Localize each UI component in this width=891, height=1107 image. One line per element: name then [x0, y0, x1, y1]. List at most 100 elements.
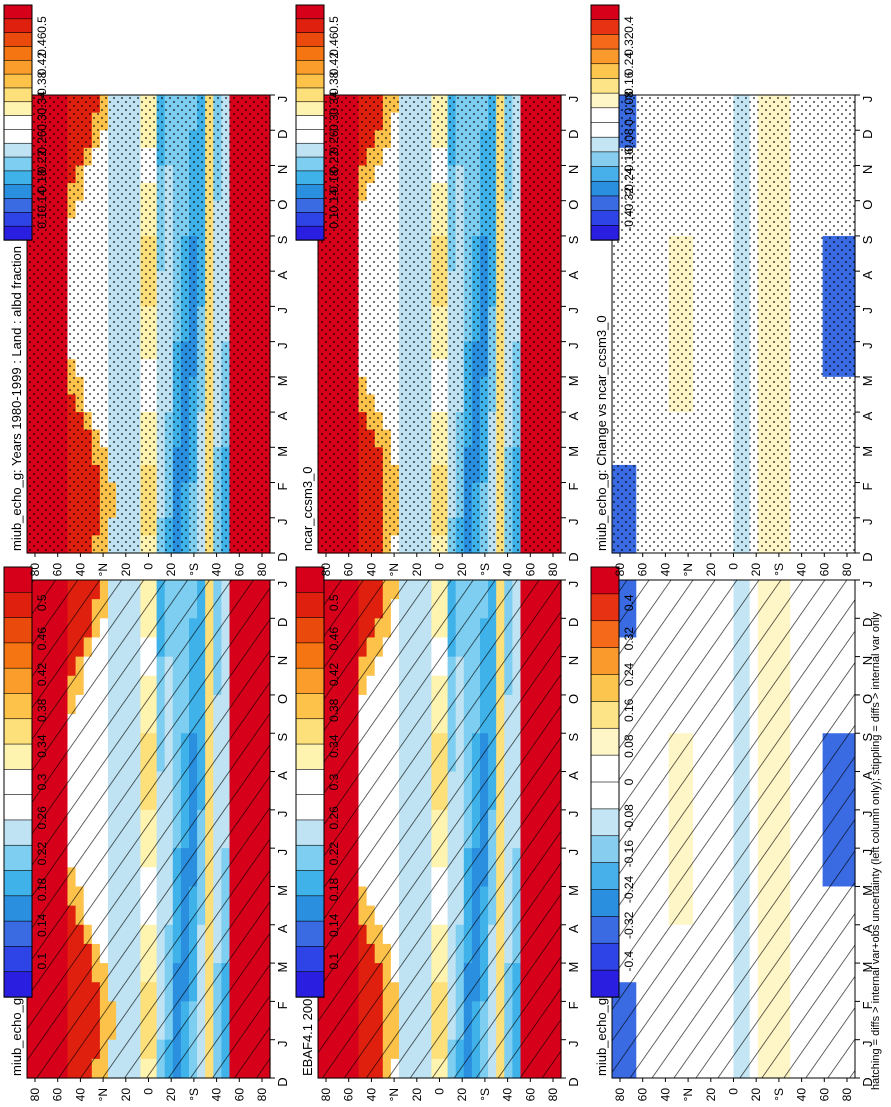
colorbar-swatch: [295, 156, 325, 172]
colorbar-swatch: [590, 593, 620, 622]
lat-tick-label: °N: [96, 1088, 110, 1101]
month-tick-label: J: [860, 811, 875, 818]
month-tick-label: N: [566, 656, 581, 665]
colorbar-swatch: [3, 819, 33, 846]
lat-tick-label: 20: [164, 563, 178, 577]
panel-title: ncar_ccsm3_0: [300, 466, 315, 551]
month-tick-label: S: [860, 733, 875, 742]
month-tick-label: F: [275, 1001, 290, 1009]
colorbar-swatch: [590, 942, 620, 971]
lat-tick-label: 80: [319, 563, 333, 577]
month-tick-label: J: [566, 581, 581, 588]
lat-tick-label: °S: [478, 1088, 492, 1101]
month-tick-label: A: [275, 270, 290, 279]
lat-tick-label: 60: [817, 1088, 831, 1102]
colorbar-swatch: [295, 115, 325, 131]
month-tick-label: D: [275, 130, 290, 139]
month-tick-label: F: [860, 1001, 875, 1009]
colorbar-swatch: [3, 895, 33, 922]
colorbar-frame: [295, 566, 325, 998]
month-tick-label: O: [566, 200, 581, 210]
colorbar-swatch: [295, 642, 325, 669]
month-tick-label: A: [566, 771, 581, 780]
month-tick-label: A: [275, 771, 290, 780]
month-tick-label: D: [275, 618, 290, 627]
month-tick-label: N: [275, 165, 290, 174]
colorbar-label: 0.22: [327, 842, 341, 866]
colorbar-label: -0.4: [622, 951, 636, 972]
month-tick-label: D: [275, 1077, 290, 1086]
lat-tick-label: 40: [73, 563, 87, 577]
month-tick-label: J: [275, 581, 290, 588]
colorbar-swatch: [590, 674, 620, 703]
lat-tick-label: 0: [433, 563, 447, 570]
colorbar-swatch: [295, 46, 325, 61]
month-tick-label: M: [566, 446, 581, 457]
lat-tick-label: 20: [164, 1088, 178, 1102]
month-tick-label: M: [860, 885, 875, 896]
month-tick-label: S: [566, 235, 581, 244]
colorbar-label: 0.3: [35, 114, 49, 131]
month-tick-label: S: [566, 733, 581, 742]
lat-tick-label: 60: [342, 563, 356, 577]
colorbar-frame: [295, 4, 325, 241]
colorbar-swatch: [295, 142, 325, 158]
colorbar-swatch: [295, 946, 325, 973]
colorbar-swatch: [295, 87, 325, 103]
colorbar-swatch: [3, 642, 33, 669]
colorbar-label: 0.22: [35, 842, 49, 866]
lat-tick-label: 60: [342, 1088, 356, 1102]
colorbar-swatch: [3, 46, 33, 61]
colorbar-swatch: [295, 4, 325, 20]
month-tick-label: J: [860, 1040, 875, 1047]
colorbar-label: 0.26: [327, 130, 341, 154]
colorbar: 0.40.320.240.160.080-0.08-0.16-0.24-0.32…: [590, 566, 636, 998]
colorbar-label: 0.22: [35, 150, 49, 174]
lat-tick-label: 20: [749, 1088, 763, 1102]
colorbar-label: 0.1: [35, 212, 49, 229]
lat-tick-label: 0: [433, 1088, 447, 1095]
colorbar-label: 0.1: [35, 953, 49, 970]
month-tick-label: D: [275, 552, 290, 561]
colorbar-swatch: [295, 920, 325, 948]
month-tick-label: N: [275, 656, 290, 665]
lat-tick-label: 40: [501, 563, 515, 577]
month-tick-label: N: [860, 656, 875, 665]
lat-tick-label: 60: [51, 1088, 65, 1102]
colorbar-swatch: [590, 647, 620, 676]
lat-tick-label: °N: [96, 563, 110, 576]
stippling-overlay: [318, 95, 561, 553]
colorbar-label: -0.08: [622, 804, 636, 832]
month-tick-label: O: [566, 694, 581, 704]
month-tick-label: J: [860, 849, 875, 856]
month-tick-label: A: [275, 924, 290, 933]
month-tick-label: M: [566, 885, 581, 896]
lat-tick-label: 0: [727, 1088, 741, 1095]
colorbar-label: 0.5: [35, 16, 49, 33]
month-tick-label: M: [275, 885, 290, 896]
colorbar-label: 0.42: [35, 662, 49, 686]
colorbar-label: 0.14: [327, 189, 341, 213]
lat-tick-label: 40: [501, 1088, 515, 1102]
colorbar-label: 0.32: [622, 627, 636, 651]
colorbar-swatch: [3, 844, 33, 872]
lat-tick-label: °S: [187, 563, 201, 576]
panel-bottom-left: DJFMAMJJASONDJ806040°N20020°S406080miub_…: [590, 566, 875, 1102]
colorbar-swatch: [3, 212, 33, 227]
colorbar-label: 0.5: [35, 594, 49, 611]
lat-tick-label: 20: [119, 1088, 133, 1102]
colorbar-swatch: [3, 743, 33, 771]
colorbar-swatch: [3, 73, 33, 89]
colorbar-swatch: [3, 920, 33, 948]
colorbar-label: 0.46: [35, 32, 49, 56]
month-tick-label: J: [566, 342, 581, 349]
lat-tick-label: 40: [795, 1088, 809, 1102]
colorbar-label: 0.42: [327, 662, 341, 686]
colorbar-swatch: [3, 946, 33, 973]
colorbar-label: 0.18: [327, 877, 341, 901]
month-tick-label: J: [566, 519, 581, 526]
lat-tick-label: 20: [410, 563, 424, 577]
colorbar-swatch: [295, 693, 325, 720]
